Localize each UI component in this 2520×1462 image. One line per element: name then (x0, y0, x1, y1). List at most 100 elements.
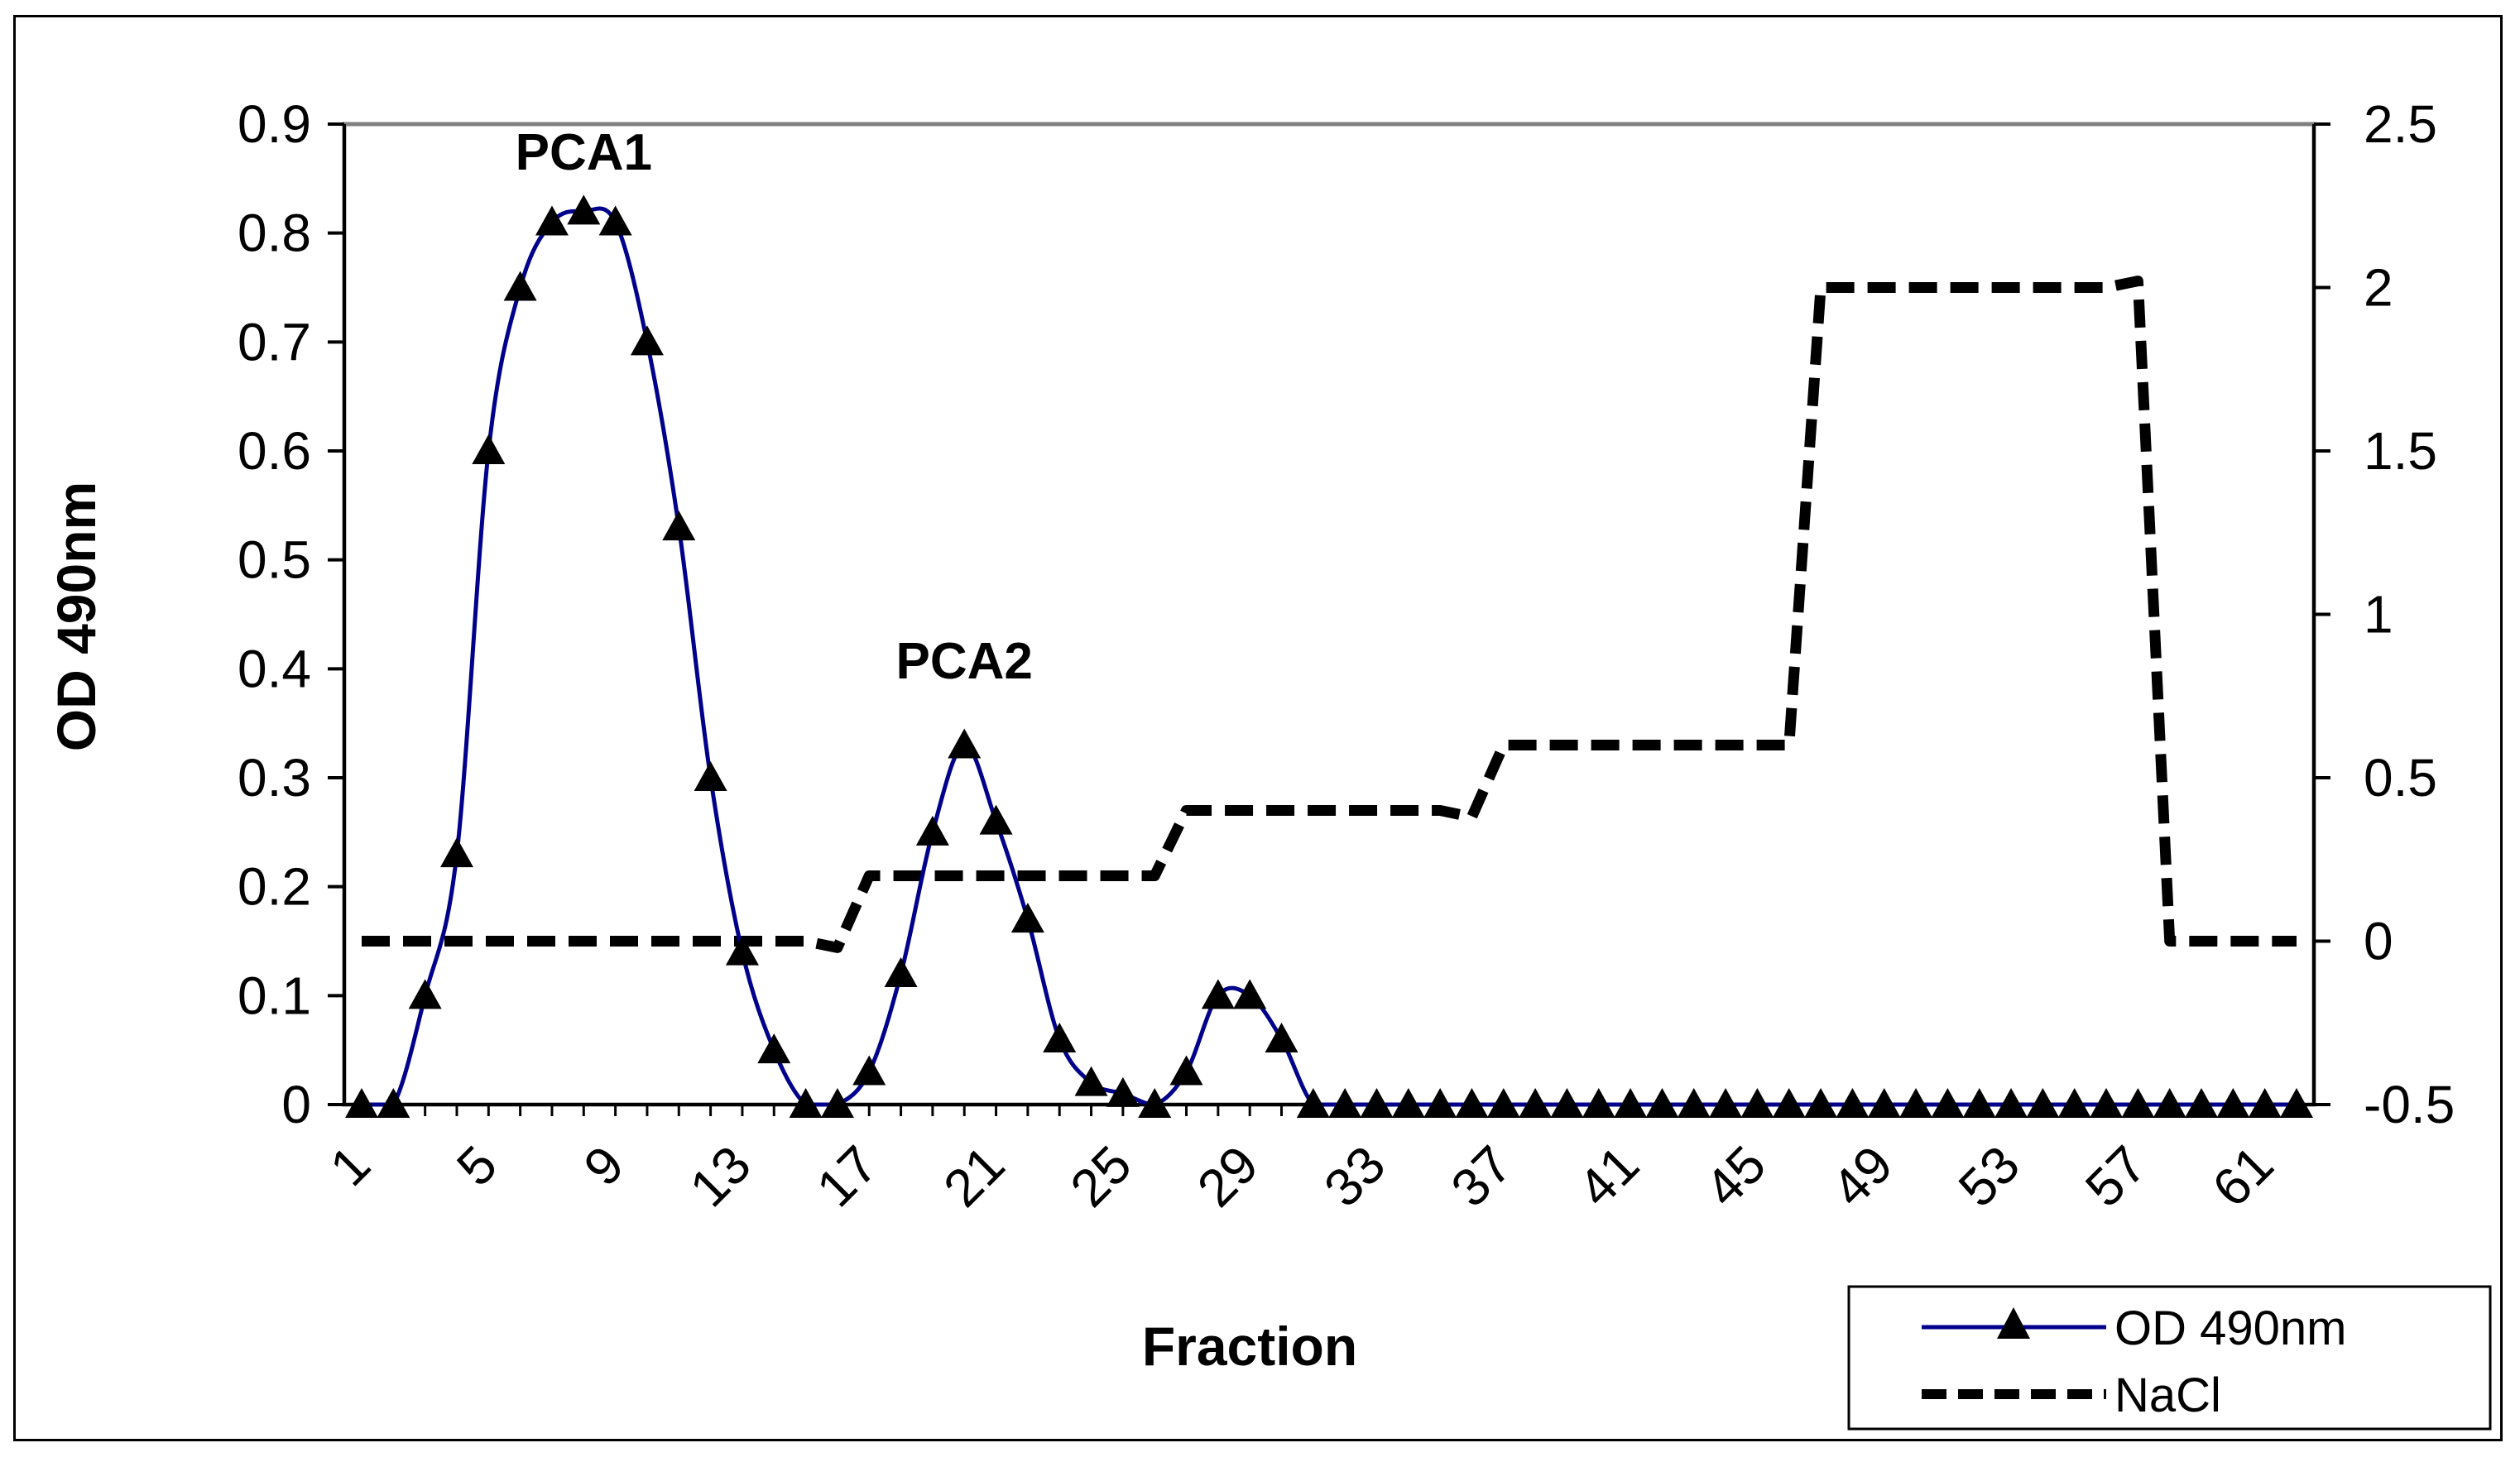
x-tick-label-9: 37 (1439, 1134, 1523, 1218)
od490-point-47 (1804, 1088, 1838, 1118)
legend-box (1847, 1285, 2492, 1431)
x-tick-label-3: 13 (679, 1134, 762, 1218)
od490-point-37 (1486, 1088, 1520, 1118)
od490-point-43 (1677, 1088, 1711, 1118)
x-tick-label-12: 49 (1820, 1134, 1903, 1218)
y-axis-title: OD 490nm (46, 482, 107, 751)
nacl-line (362, 276, 2297, 953)
od490-point-46 (1772, 1088, 1806, 1118)
od490-point-28 (1201, 979, 1235, 1009)
od490-point-38 (1519, 1088, 1553, 1118)
x-tick-label-14: 57 (2074, 1134, 2158, 1218)
od490-point-52 (1962, 1088, 1996, 1118)
od490-point-60 (2216, 1088, 2250, 1118)
od490-point-24 (1074, 1066, 1108, 1096)
od490-point-20 (948, 728, 982, 759)
right-y-tick-label-5: 2 (2364, 258, 2393, 318)
right-y-tick-label-6: 2.5 (2364, 94, 2437, 154)
od490-point-62 (2280, 1088, 2313, 1118)
x-tick-label-5: 21 (932, 1134, 1015, 1218)
od490-point-55 (2057, 1088, 2091, 1118)
right-y-axis: -0.5 0 0.5 1 1.5 2 2.5 (2312, 94, 2455, 1134)
od490-point-31 (1296, 1088, 1330, 1118)
annotation-pca2: PCA2 (896, 633, 1033, 690)
od490-point-5 (472, 434, 506, 464)
od490-point-9 (598, 205, 632, 236)
left-y-tick-label-4: 0.4 (238, 639, 311, 698)
od490-point-53 (1994, 1088, 2028, 1118)
od490-point-32 (1328, 1088, 1362, 1118)
x-tick-label-13: 53 (1947, 1134, 2031, 1218)
od490-point-26 (1138, 1088, 1172, 1118)
od490-point-42 (1645, 1088, 1679, 1118)
od490-point-45 (1740, 1088, 1774, 1118)
od490-point-41 (1614, 1088, 1648, 1118)
od490-point-16 (820, 1088, 854, 1118)
od490-point-61 (2248, 1088, 2282, 1118)
od490-point-50 (1899, 1088, 1933, 1118)
od490-point-13 (725, 935, 759, 966)
od490-point-44 (1709, 1088, 1743, 1118)
right-y-tick-label-0: -0.5 (2364, 1075, 2455, 1134)
od490-point-48 (1836, 1088, 1870, 1118)
od490-point-34 (1391, 1088, 1425, 1118)
od490-point-40 (1582, 1088, 1615, 1118)
x-tick-label-4: 17 (805, 1134, 889, 1218)
x-axis: 1 5 9 13 17 21 25 29 33 37 41 45 49 53 57 61 (319, 1103, 2314, 1218)
od490-point-3 (408, 979, 442, 1009)
left-y-tick-label-1: 0.1 (238, 966, 311, 1025)
plot-area (342, 122, 2316, 1107)
x-tick-label-0: 1 (319, 1134, 382, 1197)
od490-point-56 (2090, 1088, 2124, 1118)
right-y-tick-label-4: 1.5 (2364, 421, 2437, 481)
od490-point-15 (789, 1088, 823, 1118)
left-y-axis: 0 0.1 0.2 0.3 0.4 0.5 0.6 0.7 0.8 0.9 (238, 94, 346, 1134)
od490-point-21 (979, 804, 1013, 835)
chart-frame (13, 15, 2503, 1441)
od490-point-27 (1169, 1055, 1203, 1086)
x-tick-label-6: 25 (1059, 1134, 1143, 1218)
od490-point-11 (662, 511, 696, 541)
od490-point-49 (1867, 1088, 1901, 1118)
right-y-tick-label-2: 0.5 (2364, 748, 2437, 808)
od490-point-17 (852, 1055, 886, 1086)
od490-point-30 (1265, 1023, 1298, 1052)
legend-nacl-label: NaCl (2114, 1369, 2221, 1422)
left-y-tick-label-9: 0.9 (238, 94, 311, 154)
od490-point-22 (1010, 903, 1044, 933)
right-y-tick-label-3: 1 (2364, 585, 2393, 645)
od490-point-2 (377, 1088, 410, 1118)
series-group (345, 194, 2313, 1118)
od490-point-4 (439, 837, 473, 868)
od490-point-8 (567, 194, 601, 225)
od490-point-1 (345, 1088, 378, 1118)
x-tick-label-2: 9 (572, 1134, 635, 1197)
annotations: PCA1 PCA2 (516, 124, 1033, 690)
od490-point-29 (1233, 979, 1267, 1009)
x-tick-label-1: 5 (445, 1134, 508, 1197)
od490-point-33 (1360, 1088, 1394, 1118)
annotation-pca1: PCA1 (516, 124, 652, 181)
od490-point-19 (915, 815, 949, 846)
x-tick-label-7: 29 (1186, 1134, 1270, 1218)
od490-point-57 (2121, 1088, 2155, 1118)
od490-point-25 (1106, 1076, 1140, 1107)
od490-point-18 (884, 957, 918, 987)
od490-point-6 (503, 271, 537, 301)
od490-point-58 (2153, 1088, 2186, 1118)
left-y-tick-label-3: 0.3 (238, 748, 311, 808)
x-tick-label-15: 61 (2201, 1134, 2284, 1218)
od490-point-7 (535, 205, 569, 236)
od490-point-51 (1931, 1088, 1965, 1118)
x-tick-label-8: 33 (1313, 1134, 1396, 1218)
od490-point-35 (1423, 1088, 1457, 1118)
x-tick-label-10: 41 (1567, 1134, 1650, 1218)
left-y-tick-label-2: 0.2 (238, 857, 311, 917)
od490-point-10 (630, 325, 664, 356)
od490-point-59 (2185, 1088, 2219, 1118)
left-y-tick-label-6: 0.6 (238, 421, 311, 481)
legend-od-marker (1997, 1307, 2030, 1339)
right-y-tick-label-1: 0 (2364, 912, 2393, 971)
od490-point-14 (757, 1033, 791, 1064)
